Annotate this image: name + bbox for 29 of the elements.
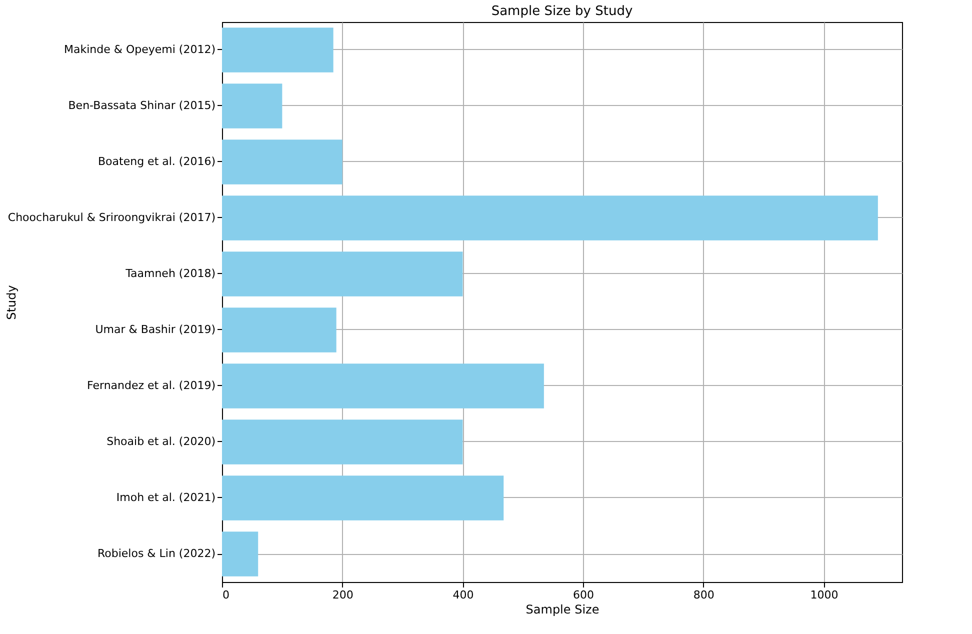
bar bbox=[222, 140, 342, 184]
y-tick-label: Shoaib et al. (2020) bbox=[106, 435, 216, 448]
x-tick-label: 800 bbox=[693, 588, 714, 602]
chart-title: Sample Size by Study bbox=[491, 4, 633, 19]
y-tick-label: Ben-Bassata Shinar (2015) bbox=[68, 99, 216, 112]
x-tick-label: 200 bbox=[332, 588, 354, 602]
y-tick-label: Fernandez et al. (2019) bbox=[87, 379, 216, 392]
bar bbox=[222, 84, 282, 128]
bar bbox=[222, 364, 544, 408]
bar bbox=[222, 420, 463, 464]
x-tick-label: 0 bbox=[222, 588, 230, 602]
bar bbox=[222, 476, 504, 520]
y-tick-label: Makinde & Opeyemi (2012) bbox=[64, 43, 216, 56]
y-axis-title: Study bbox=[4, 285, 18, 320]
bar bbox=[222, 252, 463, 296]
bar bbox=[222, 196, 878, 240]
y-tick-label: Choocharukul & Sriroongvikrai (2017) bbox=[8, 211, 216, 224]
y-tick-label: Umar & Bashir (2019) bbox=[95, 323, 216, 336]
x-tick-label: 600 bbox=[573, 588, 594, 602]
bar bbox=[222, 28, 334, 72]
y-tick-label: Imoh et al. (2021) bbox=[116, 491, 216, 504]
x-tick-label: 1000 bbox=[810, 588, 838, 602]
x-tick-label: 400 bbox=[452, 588, 474, 602]
x-axis-title: Sample Size bbox=[526, 602, 600, 616]
bar bbox=[222, 308, 336, 352]
y-tick-label: Taamneh (2018) bbox=[124, 267, 216, 280]
y-tick-label: Boateng et al. (2016) bbox=[98, 155, 216, 168]
y-tick-label: Robielos & Lin (2022) bbox=[97, 547, 216, 560]
bar bbox=[222, 532, 258, 576]
